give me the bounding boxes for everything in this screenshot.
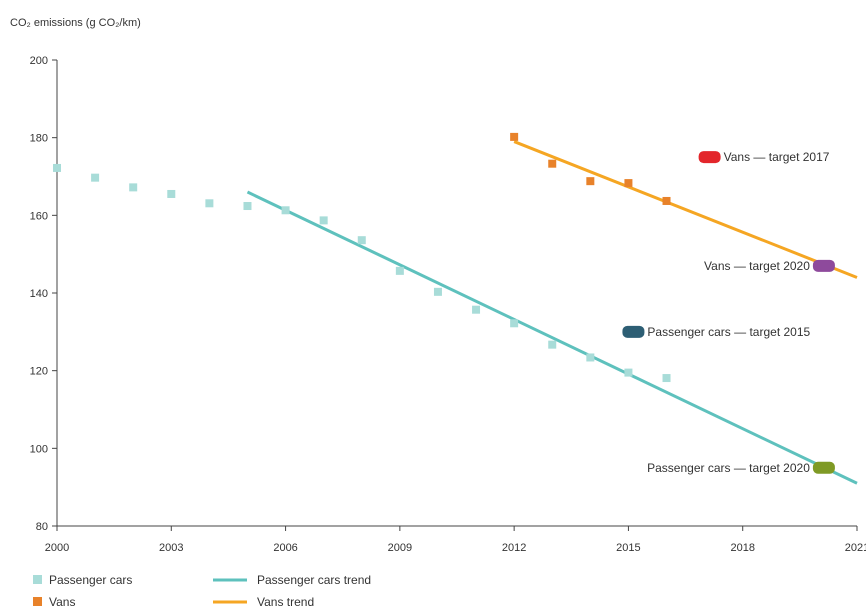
legend-swatch-square [33, 597, 42, 606]
x-tick-label: 2021 [845, 542, 866, 554]
vans-point [624, 179, 633, 188]
passenger-cars-point [243, 202, 252, 211]
y-axis-label: CO₂ emissions (g CO₂/km) [10, 17, 141, 29]
passenger-cars-point [205, 199, 214, 208]
legend-label: Vans [49, 595, 75, 609]
y-tick-label: 200 [30, 55, 48, 67]
y-tick-label: 100 [30, 443, 48, 455]
target-label: Passenger cars — target 2015 [647, 325, 810, 339]
passenger-cars-point [624, 368, 633, 377]
vans-point [662, 196, 671, 205]
y-tick-label: 160 [30, 210, 48, 222]
legend-label: Vans trend [257, 595, 314, 609]
passenger-cars-point [662, 374, 671, 383]
y-tick-label: 140 [30, 288, 48, 300]
legend-label: Passenger cars [49, 573, 132, 587]
passenger-cars-point [167, 189, 176, 198]
target-marker [698, 151, 721, 164]
target-marker [812, 259, 835, 272]
passenger-cars-point [357, 236, 366, 245]
passenger-cars-point [548, 340, 557, 349]
vans-trend-line [513, 140, 858, 279]
target-marker [622, 325, 645, 338]
passenger-cars-point [319, 216, 328, 225]
passenger-cars-point [472, 305, 481, 314]
x-tick-label: 2006 [273, 542, 297, 554]
vans-point [586, 177, 595, 186]
x-tick-label: 2003 [159, 542, 183, 554]
passenger-cars-point [53, 163, 61, 172]
y-ticks: 80 100 120 140 160 180 200 [30, 55, 57, 533]
target-label: Vans — target 2020 [704, 259, 810, 273]
passenger-cars-point [586, 353, 595, 362]
vans-point [548, 159, 557, 168]
legend-swatch-square [33, 575, 42, 584]
target-label: Vans — target 2017 [724, 150, 830, 164]
target-marker [812, 461, 835, 474]
x-tick-label: 2012 [502, 542, 526, 554]
targets-layer: Vans — target 2017 Vans — target 2020 Pass… [622, 150, 835, 475]
y-tick-label: 80 [36, 521, 48, 533]
x-tick-label: 2009 [388, 542, 412, 554]
passenger-cars-point [281, 206, 290, 215]
passenger-cars-point [433, 287, 442, 296]
passenger-cars-point [129, 183, 138, 192]
y-tick-label: 180 [30, 133, 48, 145]
legend-label: Passenger cars trend [257, 573, 371, 587]
x-tick-label: 2000 [45, 542, 69, 554]
passenger-cars-point [395, 266, 404, 275]
passenger-cars-point [510, 319, 519, 328]
series-layer [53, 132, 858, 485]
legend: Passenger cars Passenger cars trend Vans Va… [33, 573, 371, 609]
x-tick-label: 2015 [616, 542, 640, 554]
x-ticks: 2000 2003 2006 2009 2012 2015 2018 2021 [45, 526, 866, 554]
vans-point [510, 132, 519, 141]
target-label: Passenger cars — target 2020 [647, 461, 810, 475]
y-tick-label: 120 [30, 366, 48, 378]
x-tick-label: 2018 [730, 542, 754, 554]
passenger-cars-trend-line [246, 190, 858, 485]
passenger-cars-point [91, 173, 100, 182]
